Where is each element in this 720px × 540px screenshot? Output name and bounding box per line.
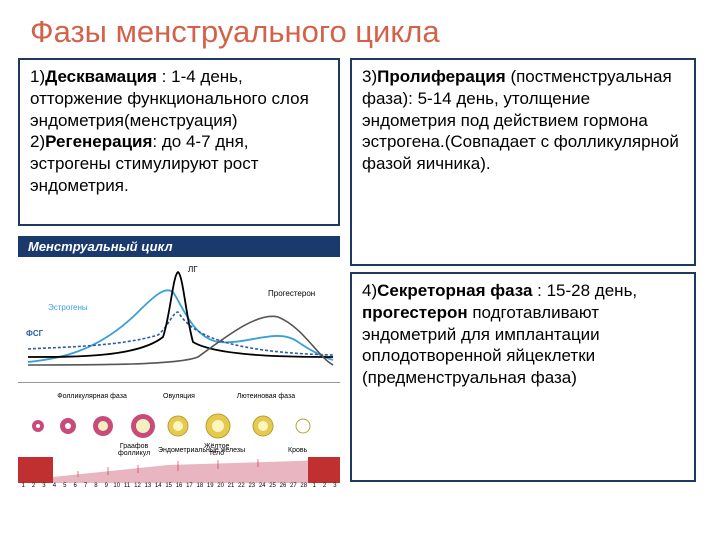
progesterone-label: Прогестерон	[268, 289, 315, 298]
day-tick: 3	[330, 483, 340, 495]
day-tick: 8	[91, 483, 101, 495]
day-axis: 1234567891011121314151617181920212223242…	[18, 483, 340, 495]
day-tick: 11	[122, 483, 132, 495]
day-tick: 1	[18, 483, 28, 495]
day-tick: 16	[174, 483, 184, 495]
phase4-bold2: прогестерон	[362, 303, 468, 322]
day-tick: 24	[257, 483, 267, 495]
diagram-header: Менструальный цикл	[18, 236, 340, 257]
hormone-chart: Эстрогены ЛГ ФСГ Прогестерон	[18, 257, 340, 382]
endo-glands-label: Эндометриальные железы	[158, 447, 245, 454]
ovulation-seg: Овуляция	[166, 383, 192, 409]
progesterone-curve	[28, 316, 333, 365]
phase2-num: 2)	[30, 132, 45, 151]
day-tick: 7	[80, 483, 90, 495]
day-tick: 2	[319, 483, 329, 495]
phase3-bold: Пролиферация	[377, 67, 506, 86]
blood-label: Кровь	[288, 447, 307, 454]
fsg-label: ФСГ	[26, 329, 43, 338]
day-tick: 17	[184, 483, 194, 495]
phase-box-1-2: 1)Десквамация : 1-4 день, отторжение фун…	[18, 58, 340, 226]
lg-label: ЛГ	[188, 265, 198, 274]
day-tick: 21	[226, 483, 236, 495]
phase-row: Фолликулярная фаза Овуляция Лютеиновая ф…	[18, 382, 340, 409]
day-tick: 3	[39, 483, 49, 495]
estrogen-curve	[28, 290, 333, 362]
day-tick: 15	[163, 483, 173, 495]
endometrium-row: Эндометриальные железы Кровь	[18, 457, 340, 483]
day-tick: 9	[101, 483, 111, 495]
cycle-diagram: Менструальный цикл Эстрогены ЛГ ФСГ Прог…	[18, 236, 340, 484]
page-title: Фазы менструального цикла	[30, 14, 440, 50]
phase3-num: 3)	[362, 67, 377, 86]
day-tick: 13	[143, 483, 153, 495]
day-tick: 2	[28, 483, 38, 495]
fsg-curve	[28, 312, 333, 355]
phase4-mid: : 15-28 день,	[532, 281, 637, 300]
day-tick: 26	[278, 483, 288, 495]
day-tick: 4	[49, 483, 59, 495]
day-tick: 22	[236, 483, 246, 495]
estrogen-label: Эстрогены	[48, 303, 88, 312]
day-tick: 23	[247, 483, 257, 495]
day-tick: 10	[112, 483, 122, 495]
day-tick: 19	[205, 483, 215, 495]
day-tick: 1	[309, 483, 319, 495]
luteal-phase-seg: Лютеиновая фаза	[192, 383, 340, 409]
day-tick: 14	[153, 483, 163, 495]
graaf-label: Граафов фолликул	[118, 443, 150, 457]
phase-box-4: 4)Секреторная фаза : 15-28 день, прогест…	[350, 272, 696, 482]
follicular-phase-seg: Фолликулярная фаза	[18, 383, 166, 409]
phase1-bold: Десквамация	[45, 67, 157, 86]
phase-box-3: 3)Пролиферация (постменструальная фаза):…	[350, 58, 696, 266]
day-tick: 25	[267, 483, 277, 495]
follicle-row: Граафов фолликул Жёлтое тело	[18, 409, 340, 443]
phase1-num: 1)	[30, 67, 45, 86]
day-tick: 20	[215, 483, 225, 495]
day-tick: 5	[60, 483, 70, 495]
day-tick: 12	[132, 483, 142, 495]
day-tick: 27	[288, 483, 298, 495]
day-tick: 6	[70, 483, 80, 495]
phase4-bold1: Секреторная фаза	[377, 281, 532, 300]
day-tick: 28	[299, 483, 309, 495]
phase2-bold: Регенерация	[45, 132, 152, 151]
phase4-num: 4)	[362, 281, 377, 300]
day-tick: 18	[195, 483, 205, 495]
